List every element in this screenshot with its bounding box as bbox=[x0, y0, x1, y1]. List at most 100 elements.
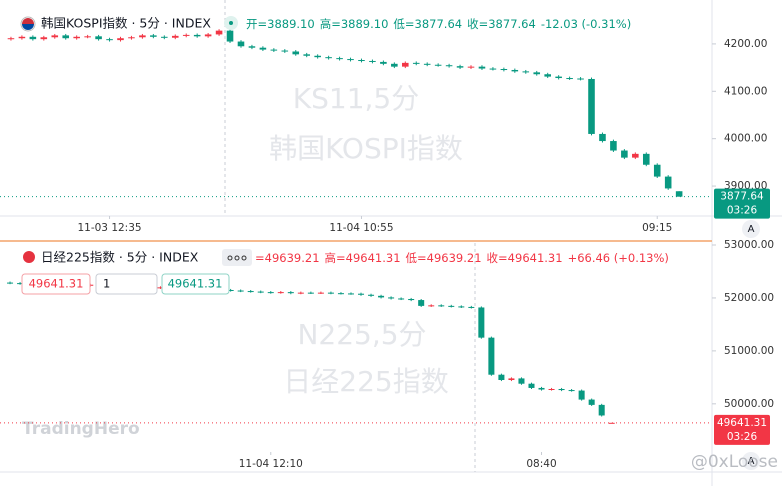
candle-body bbox=[498, 374, 505, 380]
auto-scale-label: A bbox=[748, 456, 755, 467]
more-icon bbox=[227, 255, 233, 261]
order-input-text: 49641.31 bbox=[29, 277, 84, 291]
candle-body bbox=[533, 72, 541, 75]
candle-body bbox=[303, 54, 310, 56]
ohlc: =49639.21 高=49641.31 低=49639.21 收=49641.31 +… bbox=[255, 251, 669, 265]
candle-body bbox=[445, 65, 453, 67]
candle-body bbox=[438, 305, 445, 307]
candle-body bbox=[528, 383, 535, 388]
candle-body bbox=[568, 390, 575, 392]
candle-body bbox=[518, 378, 525, 384]
candle-body bbox=[380, 61, 387, 64]
ohlc-value: 开=3889.10 bbox=[246, 17, 315, 31]
eye-icon bbox=[229, 21, 233, 25]
symbol-title[interactable]: 日经225指数 · 5分 · INDEX bbox=[41, 250, 199, 265]
credit-watermark: @0xLoose bbox=[691, 452, 778, 472]
candle-body bbox=[248, 46, 256, 48]
candle-body bbox=[226, 30, 234, 42]
plot bbox=[0, 29, 712, 198]
candle-body bbox=[128, 37, 135, 39]
candle-body bbox=[277, 292, 284, 294]
candle-body bbox=[544, 74, 551, 77]
auto-scale-button[interactable] bbox=[742, 220, 760, 238]
candle-body bbox=[566, 78, 573, 80]
candle-body bbox=[369, 60, 376, 62]
candle-body bbox=[237, 290, 244, 292]
more-button[interactable] bbox=[222, 249, 252, 266]
candle-body bbox=[478, 66, 486, 69]
candle-body bbox=[608, 422, 615, 424]
ohlc-value: 低=3877.64 bbox=[393, 17, 462, 31]
candle-body bbox=[287, 292, 294, 294]
candle-body bbox=[257, 291, 264, 293]
x-tick-label: 09:15 bbox=[642, 222, 672, 234]
candle-body bbox=[402, 62, 409, 67]
candle-body bbox=[267, 292, 274, 294]
change: -12.03 (-0.31%) bbox=[541, 17, 631, 31]
candle-body bbox=[378, 295, 385, 298]
candle-body bbox=[434, 64, 442, 66]
candle-body bbox=[292, 51, 300, 55]
candle-body bbox=[511, 69, 519, 72]
candle-body bbox=[358, 293, 365, 295]
candle-body bbox=[358, 60, 365, 62]
plot bbox=[0, 281, 712, 424]
candle-body bbox=[117, 38, 124, 41]
candle-body bbox=[193, 34, 201, 37]
candle-body bbox=[73, 36, 80, 39]
candle-body bbox=[40, 37, 48, 40]
candle-body bbox=[18, 36, 26, 39]
candle-body bbox=[408, 299, 415, 301]
candle-body bbox=[555, 76, 562, 79]
order-input[interactable] bbox=[161, 273, 230, 295]
candle-body bbox=[423, 63, 431, 65]
candle-body bbox=[247, 291, 254, 293]
candle-body bbox=[171, 35, 179, 38]
order-input-text: 49641.31 bbox=[168, 277, 223, 291]
candle-body bbox=[161, 36, 168, 38]
y-tick-label: 50000.00 bbox=[724, 398, 774, 410]
candle-body bbox=[558, 389, 565, 391]
candle-body bbox=[588, 78, 595, 134]
candle-body bbox=[621, 150, 628, 158]
x-tick-label: 11-04 12:10 bbox=[239, 458, 303, 470]
candle-body bbox=[653, 164, 661, 177]
order-input[interactable] bbox=[21, 273, 91, 295]
flag-icon bbox=[23, 251, 35, 263]
candle-body bbox=[347, 59, 354, 61]
y-tick-label: 52000.00 bbox=[724, 292, 774, 304]
candle-body bbox=[307, 292, 314, 294]
candle-body bbox=[428, 305, 435, 307]
countdown-label: 03:26 bbox=[727, 205, 758, 217]
watermark: N225,5分 bbox=[297, 318, 426, 351]
candle-body bbox=[488, 337, 495, 375]
countdown-label: 03:26 bbox=[727, 431, 758, 443]
y-tick-label: 51000.00 bbox=[724, 345, 774, 357]
quantity-input[interactable] bbox=[95, 273, 158, 295]
flag-icon bbox=[22, 18, 34, 24]
ohlc-value: =49639.21 bbox=[255, 251, 320, 265]
candle-body bbox=[522, 71, 530, 73]
candle-body bbox=[62, 35, 70, 39]
candle-body bbox=[500, 69, 508, 71]
candle-body bbox=[51, 35, 59, 38]
candle-body bbox=[270, 49, 278, 51]
candle-body bbox=[388, 297, 395, 299]
candle-body bbox=[150, 35, 157, 37]
candle-body bbox=[588, 399, 595, 405]
candle-body bbox=[281, 50, 289, 52]
candle-body bbox=[204, 34, 212, 37]
candle-body bbox=[139, 35, 146, 38]
candle-body bbox=[182, 34, 190, 36]
ohlc-value: 低=49639.21 bbox=[406, 251, 482, 265]
ohlc-value: 收=3877.64 bbox=[467, 17, 536, 31]
candle-body bbox=[458, 306, 465, 308]
y-tick-label: 4100.00 bbox=[724, 85, 767, 97]
candle-body bbox=[418, 300, 425, 306]
candle-body bbox=[106, 39, 113, 41]
x-tick-label: 11-03 12:35 bbox=[77, 222, 141, 234]
watermark: 日经225指数 bbox=[283, 365, 448, 398]
symbol-title[interactable]: 韩国KOSPI指数 · 5分 · INDEX bbox=[41, 16, 211, 31]
candle-body bbox=[468, 306, 475, 308]
auto-scale-button[interactable] bbox=[742, 452, 760, 470]
